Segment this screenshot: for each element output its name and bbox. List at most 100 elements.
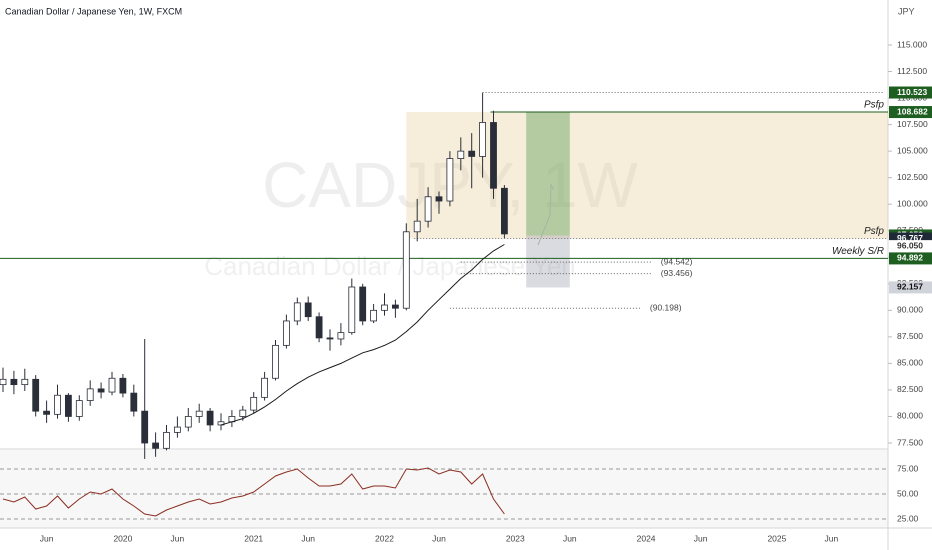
candle-body	[119, 377, 127, 394]
candle-body	[65, 394, 72, 417]
candle-body	[457, 150, 465, 159]
candle-body	[479, 122, 487, 157]
y-tick-label: 90.000	[897, 305, 923, 315]
candle-body	[86, 388, 94, 401]
x-tick-label: Jun	[694, 533, 708, 543]
price-tag-label: 94.892	[897, 253, 923, 263]
currency-label: JPY	[898, 6, 915, 16]
candle-body	[468, 150, 476, 157]
plot: 115.000112.500110.000107.500105.000102.5…	[0, 39, 928, 543]
x-tick-label: 2024	[637, 533, 656, 543]
level-label: Weekly S/R	[832, 246, 884, 257]
y-tick-label: 87.500	[897, 331, 923, 341]
candle-body	[0, 378, 7, 386]
price-tag-label: 110.523	[897, 87, 928, 97]
candle-body	[348, 286, 356, 334]
x-tick-label: 2021	[244, 533, 263, 543]
candle-body	[206, 410, 214, 426]
candle-body	[43, 410, 50, 415]
price-tag	[889, 86, 932, 99]
y-tick-label: 77.500	[897, 437, 923, 447]
candle-body	[359, 286, 367, 322]
price-tag	[889, 240, 932, 253]
candle-body	[282, 320, 290, 346]
candle-body	[141, 410, 149, 444]
price-tag-label: 108.682	[897, 106, 928, 116]
candle-body	[10, 378, 18, 386]
rsi-tick-label: 25.00	[897, 513, 919, 523]
x-tick-label: Jun	[301, 533, 315, 543]
candle-body	[304, 302, 312, 318]
moving-average	[220, 244, 505, 426]
candle-body	[337, 332, 345, 340]
candle-body	[130, 392, 138, 412]
candle-body	[250, 396, 258, 411]
x-tick-label: Jun	[825, 533, 839, 543]
candle-body	[381, 304, 388, 311]
candle-body	[370, 309, 378, 322]
candle-body	[152, 442, 160, 449]
y-tick-label: 107.500	[897, 119, 928, 129]
y-tick-label: 82.500	[897, 384, 923, 394]
candle-body	[315, 316, 323, 339]
price-tag-label: 96.767	[897, 233, 923, 243]
candle-body	[97, 388, 105, 393]
dotted-level-label: (94.542)	[661, 256, 693, 266]
x-tick-label: Jun	[432, 533, 446, 543]
y-tick-label: 80.000	[897, 411, 923, 421]
candle-body	[173, 426, 181, 433]
x-tick-label: 2022	[375, 533, 394, 543]
candle-body	[413, 220, 421, 233]
price-tag-label: 96.050	[897, 240, 923, 250]
candle-body	[184, 416, 192, 428]
level-label: Psfp	[864, 226, 884, 237]
y-tick-label: 112.500	[897, 66, 927, 76]
candle-body	[402, 231, 410, 309]
y-tick-label: 105.000	[897, 145, 928, 155]
price-tag-label: 92.157	[897, 282, 923, 292]
chart-title: Canadian Dollar / Japanese Yen, 1W, FXCM	[5, 6, 182, 16]
candle-body	[490, 122, 497, 189]
candle-body	[391, 304, 399, 309]
candle-body	[326, 337, 334, 340]
dotted-level-label: (93.456)	[661, 268, 693, 278]
x-tick-label: Jun	[563, 533, 577, 543]
zone	[406, 112, 888, 239]
rsi-line	[2, 467, 505, 517]
candle-body	[21, 378, 29, 386]
rsi-tick-label: 50.00	[897, 488, 919, 498]
candle-body	[446, 158, 454, 202]
y-tick-label: 102.500	[897, 172, 928, 182]
candle-body	[239, 409, 247, 417]
y-tick-label: 100.000	[897, 198, 928, 208]
level-label: Psfp	[864, 100, 884, 111]
candle-body	[54, 394, 61, 415]
x-tick-label: 2020	[113, 533, 132, 543]
candle-body	[195, 410, 203, 417]
candle-body	[424, 196, 432, 222]
candle-body	[108, 377, 116, 393]
candle-body	[32, 378, 40, 412]
zone	[526, 112, 570, 236]
candle-body	[261, 377, 269, 398]
price-tag	[889, 252, 932, 265]
candle-body	[435, 196, 443, 202]
y-tick-label: 85.000	[897, 358, 923, 368]
candle-body	[500, 187, 508, 235]
candle-body	[272, 344, 279, 379]
x-tick-label: Jun	[171, 533, 185, 543]
x-tick-label: 2023	[506, 533, 525, 543]
candle-body	[163, 431, 170, 449]
dotted-level-label: (90.198)	[650, 302, 682, 312]
x-tick-label: Jun	[40, 533, 54, 543]
zone	[526, 235, 570, 288]
candle-body	[293, 302, 301, 322]
rsi-pane	[0, 450, 888, 528]
price-tag	[889, 106, 932, 119]
price-tag	[889, 281, 932, 294]
y-tick-label: 115.000	[897, 39, 927, 49]
projection-arrow	[537, 183, 555, 246]
rsi-tick-label: 75.00	[897, 463, 919, 473]
